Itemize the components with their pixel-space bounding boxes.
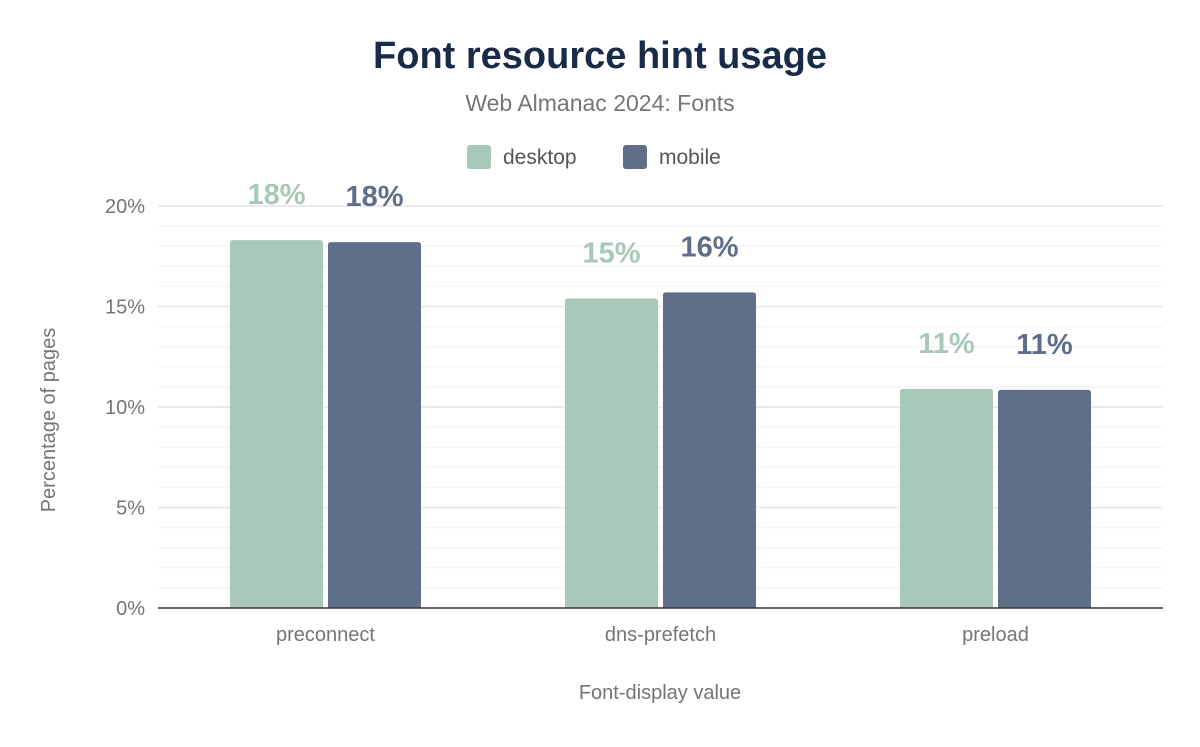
chart-subtitle: Web Almanac 2024: Fonts <box>465 90 734 116</box>
y-tick-label: 10% <box>105 397 145 419</box>
bar-mobile-preload[interactable] <box>998 389 1091 608</box>
bar-mobile-dns-prefetch[interactable] <box>663 292 756 608</box>
legend: desktop mobile <box>467 145 721 169</box>
legend-label-desktop: desktop <box>503 146 577 169</box>
y-tick-label: 5% <box>116 498 145 520</box>
x-tick-label: preload <box>962 624 1029 646</box>
chart-title: Font resource hint usage <box>373 35 827 77</box>
legend-label-mobile: mobile <box>659 146 721 169</box>
data-label-mobile-dns-prefetch: 16% <box>680 231 738 263</box>
legend-swatch-mobile <box>623 145 647 169</box>
y-tick-label: 20% <box>105 196 145 218</box>
x-axis-label: Font-display value <box>579 682 741 704</box>
x-tick-label: preconnect <box>276 624 375 646</box>
bar-desktop-preconnect[interactable] <box>230 240 323 609</box>
data-label-mobile-preconnect: 18% <box>345 181 403 213</box>
data-label-mobile-preload: 11% <box>1016 329 1073 361</box>
bar-mobile-preconnect[interactable] <box>328 242 421 608</box>
y-axis-label: Percentage of pages <box>38 328 60 513</box>
data-label-desktop-preconnect: 18% <box>247 179 305 211</box>
legend-swatch-desktop <box>467 145 491 169</box>
bar-desktop-preload[interactable] <box>900 388 993 608</box>
y-tick-label: 0% <box>116 598 145 620</box>
bar-desktop-dns-prefetch[interactable] <box>565 298 658 608</box>
x-tick-label: dns-prefetch <box>605 624 716 646</box>
data-label-desktop-dns-prefetch: 15% <box>582 237 640 269</box>
y-tick-label: 15% <box>105 297 145 319</box>
data-label-desktop-preload: 11% <box>918 328 975 360</box>
